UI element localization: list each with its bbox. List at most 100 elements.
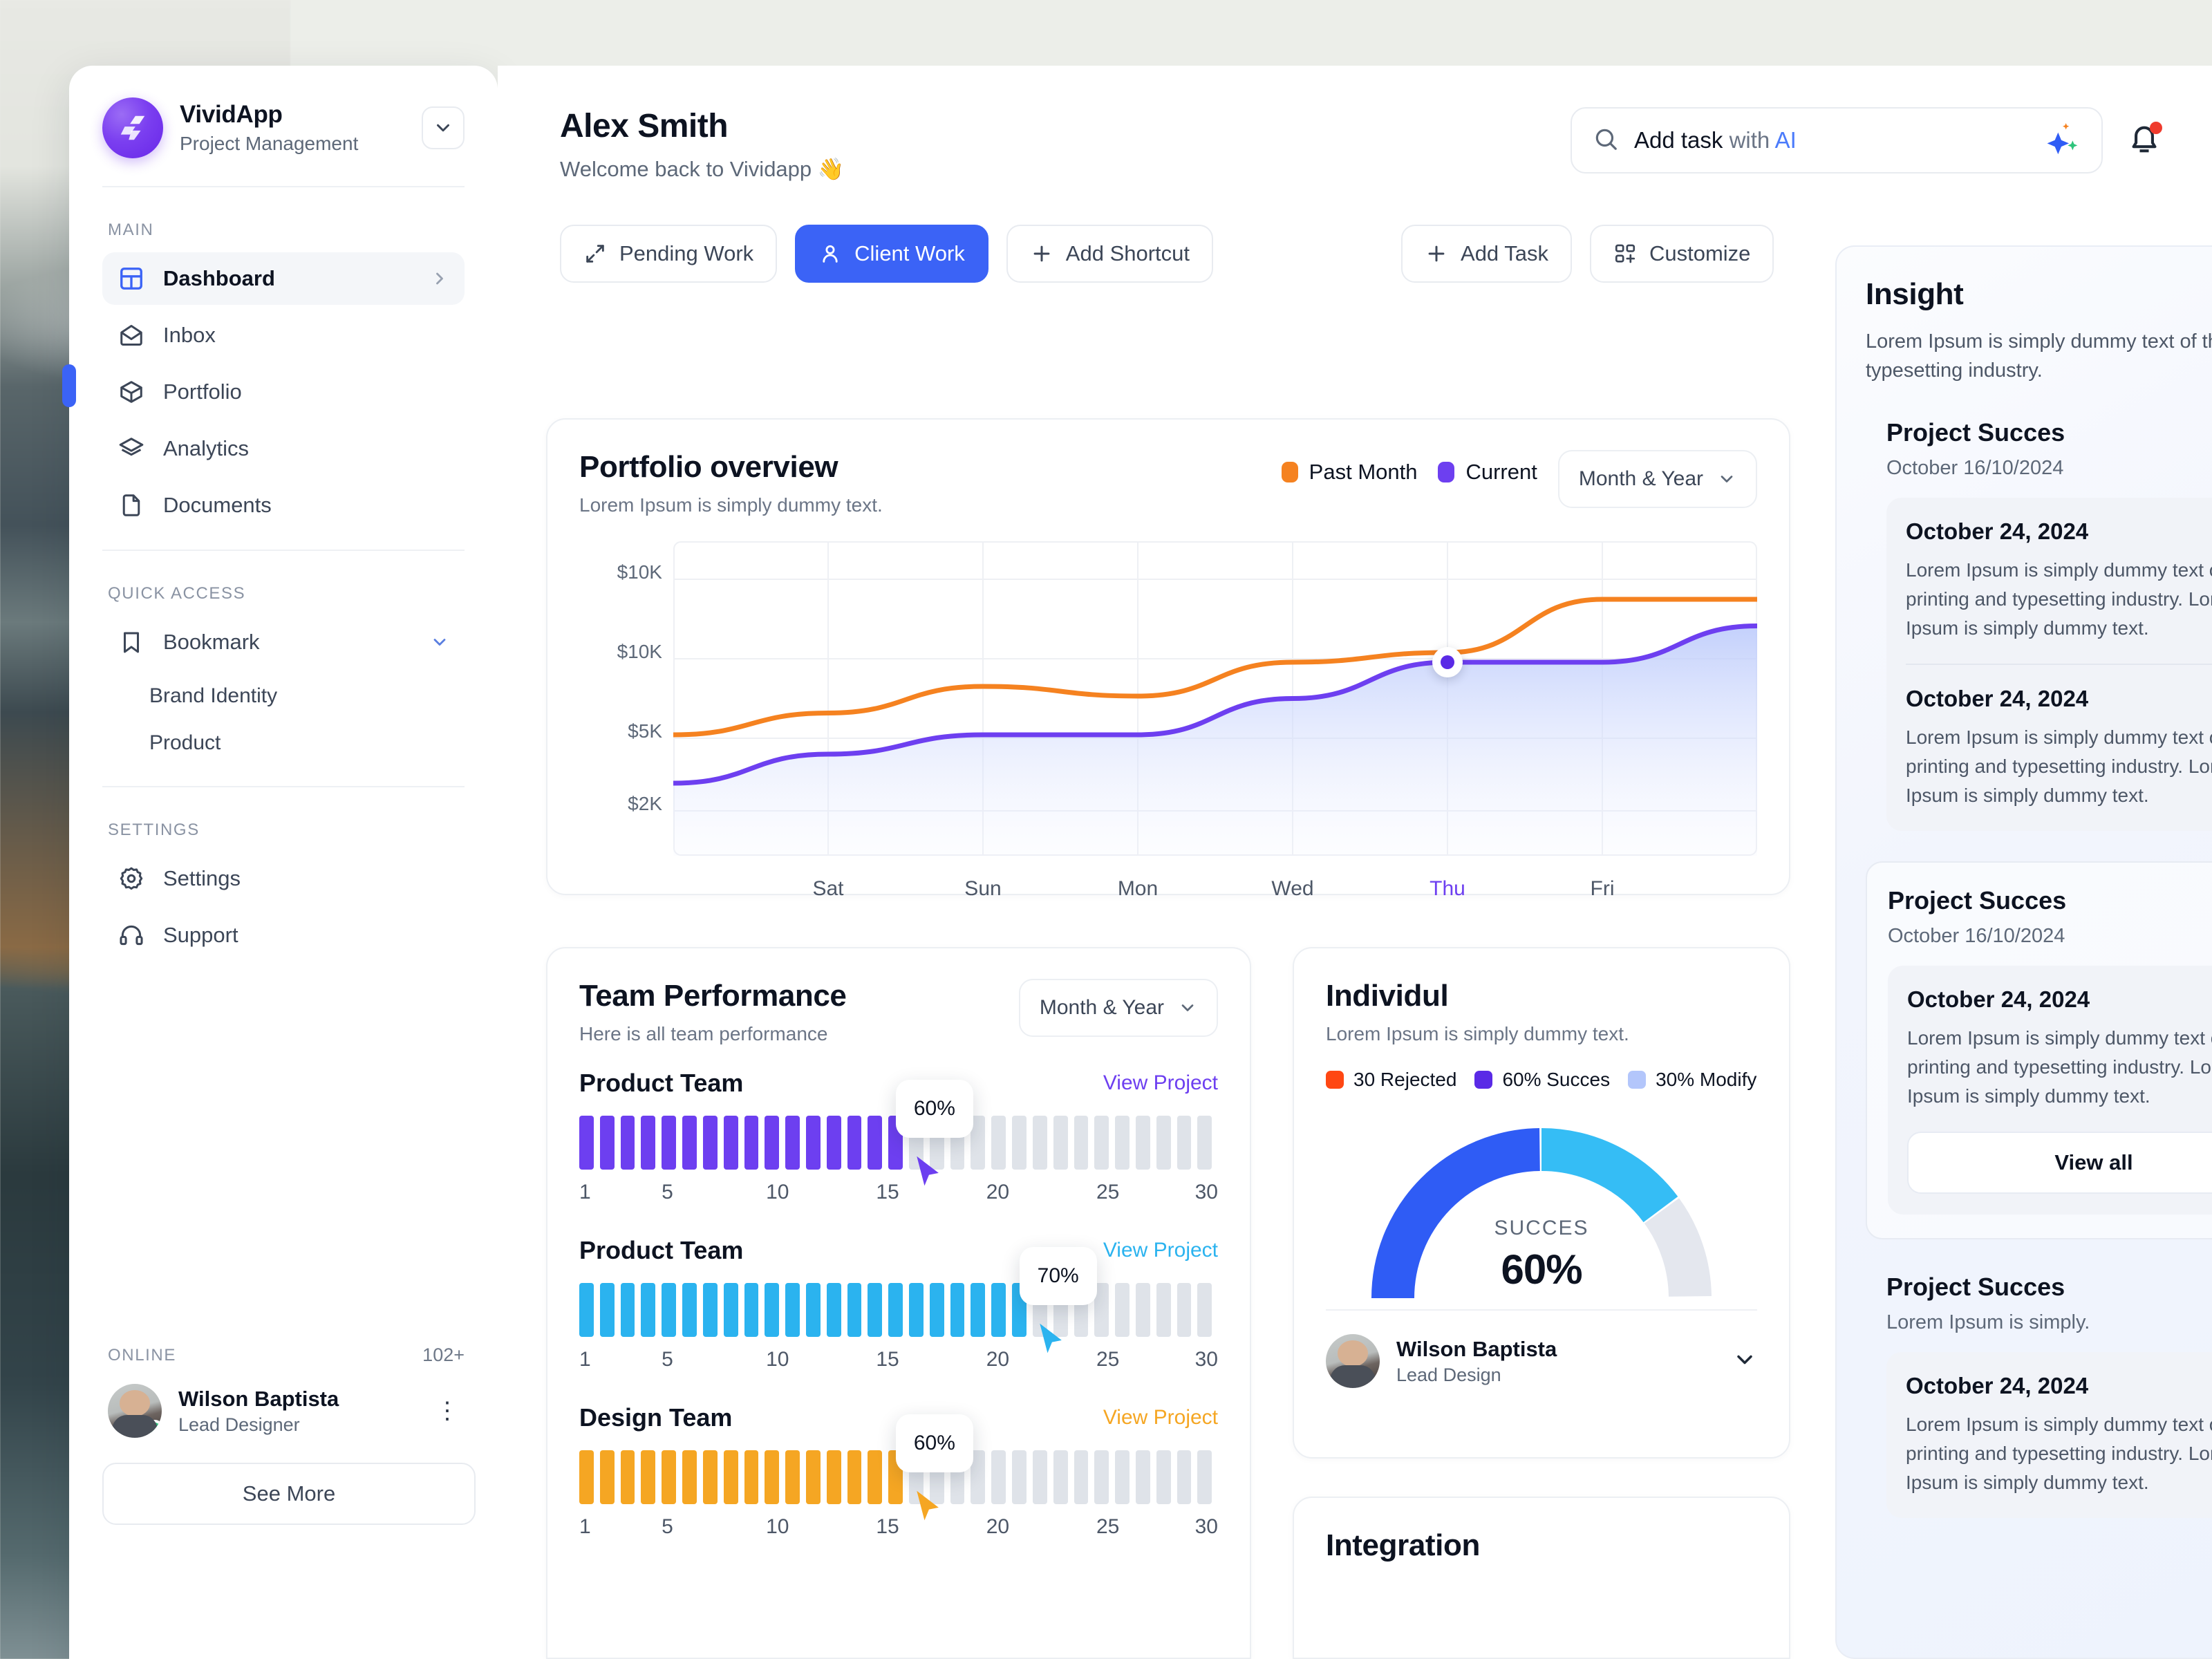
- client-work-label: Client Work: [854, 241, 965, 265]
- chart-y-axis: $10K $10K $5K $2K: [579, 534, 662, 859]
- add-task-label: Add Task: [1461, 241, 1548, 265]
- notifications-button[interactable]: [2126, 122, 2164, 159]
- portfolio-subtitle: Lorem Ipsum is simply dummy text.: [579, 494, 883, 516]
- insight-item-date: October 24, 2024: [1906, 1373, 2089, 1399]
- progress-cursor-icon: [912, 1154, 944, 1193]
- sidebar-subitem-brand-identity[interactable]: Brand Identity: [149, 684, 278, 707]
- insight-group-body: October 24, 2024 Lorem Ipsum is simply du…: [1886, 498, 2212, 832]
- individual-card: Individul Lorem Ipsum is simply dummy te…: [1293, 947, 1790, 1459]
- team-progress-bars[interactable]: 70%: [579, 1247, 1218, 1353]
- progress-tick: [702, 1283, 718, 1337]
- progress-tick: [868, 1116, 883, 1170]
- chevron-down-icon: [430, 632, 449, 652]
- more-options-icon[interactable]: ⋮: [435, 1398, 459, 1424]
- chevron-down-icon: [1721, 476, 1733, 482]
- team-range-select[interactable]: Month & Year: [1018, 979, 1218, 1037]
- scale-tick: 20: [986, 1181, 1010, 1203]
- progress-tick: [929, 1283, 944, 1337]
- add-task-button[interactable]: Add Task: [1401, 225, 1572, 283]
- progress-tick: [579, 1116, 594, 1170]
- team-range-value: Month & Year: [1039, 996, 1164, 1019]
- page-title: Alex Smith: [560, 108, 729, 144]
- progress-cursor-icon: [912, 1488, 944, 1528]
- team-row-header: Product Team View Project: [579, 1069, 1218, 1098]
- chart-y-tick: $5K: [628, 720, 662, 742]
- progress-tick: [909, 1283, 924, 1337]
- insight-item-text: Lorem Ipsum is simply dummy text of the …: [1906, 1414, 2212, 1494]
- online-header: ONLINE 102+: [108, 1344, 465, 1366]
- sidebar-item-inbox[interactable]: Inbox: [102, 309, 465, 362]
- customize-icon: [1615, 244, 1635, 263]
- client-work-button[interactable]: Client Work: [795, 225, 988, 283]
- progress-tick: [723, 1450, 738, 1504]
- view-project-link[interactable]: View Project: [1103, 1406, 1218, 1429]
- team-card-header: Team Performance Here is all team perfor…: [579, 979, 1218, 1045]
- sidebar-item-bookmark[interactable]: Bookmark: [102, 616, 465, 668]
- progress-tick: [805, 1283, 821, 1337]
- pending-work-button[interactable]: Pending Work: [560, 225, 778, 283]
- sidebar-item-label: Analytics: [163, 436, 250, 460]
- bookmark-icon: [118, 628, 145, 656]
- view-project-link[interactable]: View Project: [1103, 1071, 1218, 1094]
- portfolio-range-select[interactable]: Month & Year: [1557, 450, 1757, 508]
- sidebar-item-label: Support: [163, 923, 238, 947]
- workspace-switcher-button[interactable]: [422, 106, 465, 149]
- chart-x-tick: Wed: [1271, 877, 1314, 900]
- sidebar-item-analytics[interactable]: Analytics: [102, 422, 465, 475]
- progress-tick: [765, 1283, 780, 1337]
- sidebar-section-main-label: MAIN: [108, 221, 154, 239]
- sidebar-item-label: Settings: [163, 866, 241, 890]
- avatar: [1326, 1334, 1380, 1388]
- sidebar-item-dashboard[interactable]: Dashboard: [102, 252, 465, 305]
- chevron-down-icon: [1181, 1004, 1194, 1011]
- search-highlight: AI: [1774, 127, 1797, 153]
- legend-swatch: [1281, 462, 1298, 482]
- online-user-role: Lead Designer: [178, 1414, 300, 1435]
- insight-panel: Insight Lorem Ipsum is simply dummy text…: [1835, 245, 2212, 1659]
- individual-subtitle: Lorem Ipsum is simply dummy text.: [1326, 1023, 1629, 1044]
- online-user-row[interactable]: Wilson Baptista Lead Designer ⋮: [102, 1384, 465, 1438]
- progress-tick: [1032, 1450, 1047, 1504]
- scale-tick: 25: [1096, 1515, 1120, 1538]
- progress-tick: [1115, 1450, 1130, 1504]
- progress-tick: [744, 1450, 759, 1504]
- legend-label: Current: [1465, 460, 1537, 484]
- view-project-link[interactable]: View Project: [1103, 1239, 1218, 1262]
- brand-header[interactable]: VividApp Project Management: [102, 66, 465, 158]
- sidebar-item-label: Bookmark: [163, 630, 260, 654]
- progress-tick: [620, 1450, 635, 1504]
- individual-person-row[interactable]: Wilson Baptista Lead Design: [1326, 1334, 1757, 1388]
- add-shortcut-button[interactable]: Add Shortcut: [1006, 225, 1214, 283]
- progress-tick: [1115, 1116, 1130, 1170]
- view-all-button[interactable]: View all: [1907, 1132, 2212, 1194]
- progress-tick: [888, 1283, 903, 1337]
- customize-button[interactable]: Customize: [1589, 225, 1774, 283]
- sidebar-item-settings[interactable]: Settings: [102, 852, 465, 905]
- individual-legend: 30 Rejected 60% Succes 30% Modify: [1326, 1069, 1757, 1091]
- progress-tick: [785, 1450, 800, 1504]
- chart-x-tick: Fri: [1590, 877, 1615, 900]
- progress-tick: [723, 1116, 738, 1170]
- sidebar-item-support[interactable]: Support: [102, 909, 465, 962]
- search-input[interactable]: Add task with AI: [1571, 107, 2103, 174]
- search-middle: with: [1729, 127, 1770, 153]
- chevron-down-icon[interactable]: [1732, 1347, 1757, 1376]
- sidebar-item-portfolio[interactable]: Portfolio: [102, 366, 465, 418]
- sidebar-item-documents[interactable]: Documents: [102, 479, 465, 532]
- progress-tick: [1115, 1283, 1130, 1337]
- scale-tick: 1: [579, 1515, 591, 1538]
- team-progress-bars[interactable]: 60%: [579, 1080, 1218, 1186]
- scale-tick: 15: [876, 1515, 899, 1538]
- chart-data-point-marker[interactable]: [1432, 647, 1463, 677]
- progress-tick: [1032, 1116, 1047, 1170]
- scale-tick: 5: [662, 1181, 673, 1203]
- online-user-name: Wilson Baptista: [178, 1386, 339, 1411]
- scale-tick: 5: [662, 1515, 673, 1538]
- team-progress-bars[interactable]: 60%: [579, 1414, 1218, 1521]
- insight-item-divider: [1906, 664, 2212, 666]
- progress-tick: [744, 1116, 759, 1170]
- ai-sparkle-icon[interactable]: [2042, 120, 2081, 162]
- progress-tick: [641, 1450, 656, 1504]
- see-more-button[interactable]: See More: [102, 1463, 476, 1525]
- sidebar-subitem-product[interactable]: Product: [149, 731, 221, 754]
